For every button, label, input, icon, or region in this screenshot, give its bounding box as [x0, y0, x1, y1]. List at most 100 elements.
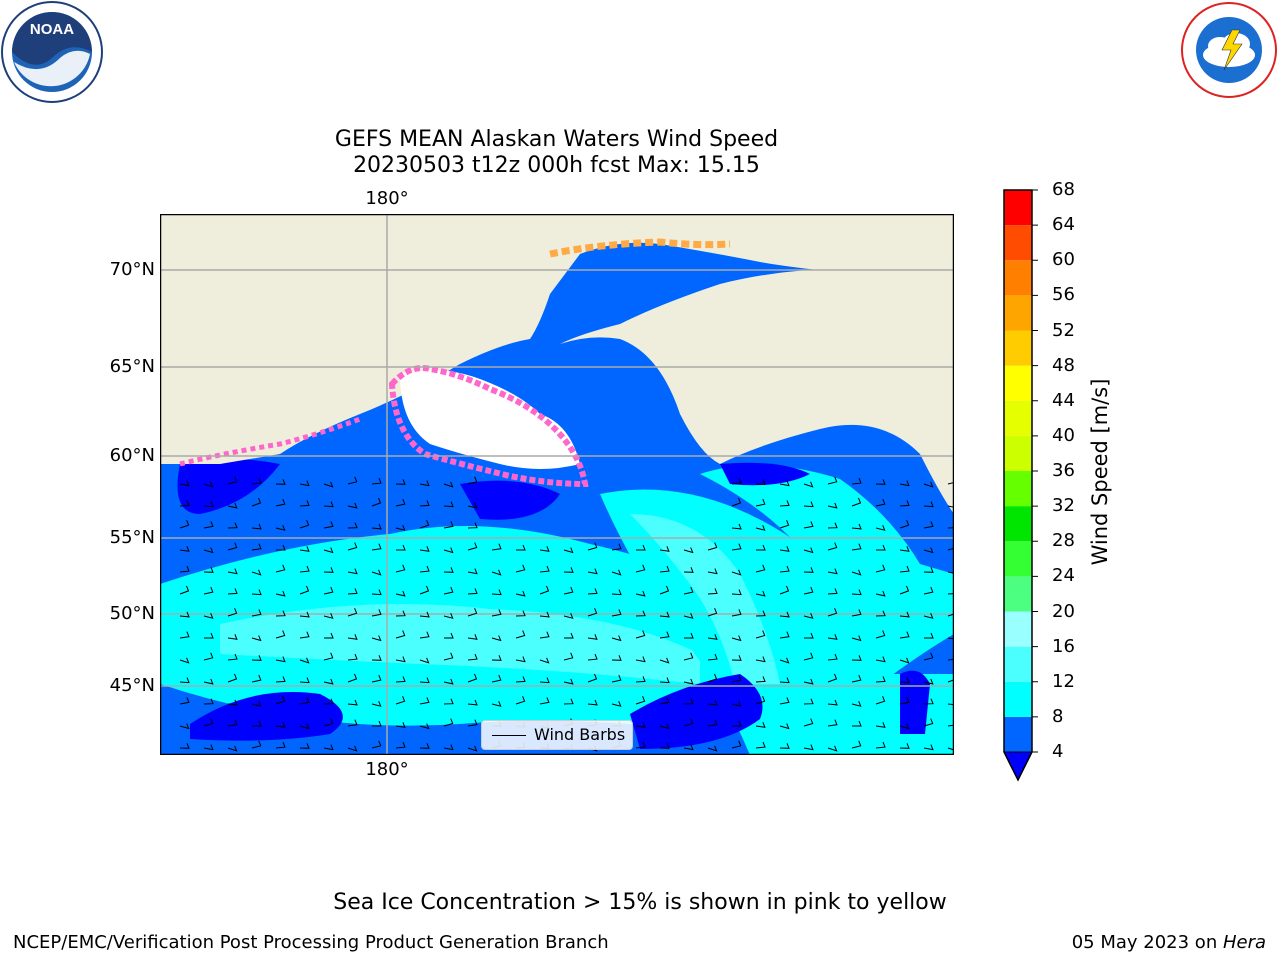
wind-barb [755, 564, 766, 573]
wind-barb [827, 699, 838, 706]
wind-barb [371, 655, 382, 661]
wind-barb [395, 630, 406, 639]
wind-barb [803, 613, 814, 619]
wind-barb [371, 609, 382, 617]
wind-barb [179, 657, 190, 664]
wind-barb [827, 634, 838, 640]
land-siberia [160, 214, 954, 464]
wind-barb [851, 740, 862, 749]
wind-barb [515, 590, 526, 597]
wind-barb [275, 590, 286, 597]
wind-barb [875, 630, 886, 639]
wind-barb [179, 631, 190, 639]
wind-barb [659, 546, 670, 552]
sea-ice-edge [388, 365, 589, 488]
wind-barb [636, 544, 646, 551]
wind-barb [227, 522, 238, 529]
wind-barb [491, 543, 502, 551]
colorbar-tick-label: 24 [1052, 565, 1075, 587]
wind-barb [899, 500, 910, 507]
colorbar-ticks: 4 8 12 16 20 24 28 32 36 40 44 48 52 56 60 64 68 [1052, 178, 1112, 778]
wind-barb [179, 546, 190, 552]
wind-barb [779, 546, 790, 552]
wind-barb [371, 543, 382, 551]
wind-barb [803, 698, 814, 705]
wind-barb [419, 743, 430, 749]
wind-barb [299, 631, 310, 639]
wind-barb [443, 698, 454, 705]
wind-barb [203, 744, 214, 751]
wind-barb [659, 697, 670, 705]
wind-barb [491, 701, 502, 707]
wind-barb [683, 652, 694, 661]
wind-barb [851, 609, 862, 617]
wind-barb [443, 718, 454, 727]
wind-barb [347, 634, 358, 640]
wind-barb [731, 701, 742, 707]
wind-barb [251, 477, 262, 485]
wind-barb [899, 631, 910, 639]
wind-barb [179, 677, 190, 684]
wind-barb [539, 677, 550, 684]
wind-barb [227, 719, 238, 727]
wind-barb [227, 608, 238, 617]
wind-barb [395, 564, 406, 573]
map-border [159, 213, 955, 756]
wind-barb [707, 719, 718, 727]
wind-barb [347, 699, 358, 706]
wind-barb [779, 677, 790, 684]
wind-barb [827, 608, 838, 617]
wind-barb [299, 480, 310, 487]
wind-barb [203, 718, 214, 727]
wind-barb [875, 722, 886, 728]
wind-barb [203, 521, 214, 529]
wind-barb [299, 565, 310, 573]
colorbar-segment [1004, 190, 1032, 226]
wind-barb [635, 630, 646, 639]
wind-barb [755, 676, 766, 683]
wind-barb [611, 701, 622, 707]
wind-barb [803, 678, 814, 685]
wind-barb [851, 589, 862, 596]
wind-barb [731, 740, 742, 749]
wind-barb [419, 500, 430, 507]
wind-barb [323, 744, 334, 751]
wind-barb [515, 696, 526, 705]
wind-barb [491, 589, 502, 596]
wind-barb [539, 657, 550, 664]
wind-barb [659, 565, 670, 573]
lat-label-45: 45°N [109, 675, 155, 696]
wind-barb [756, 544, 766, 551]
wind-barb [227, 673, 238, 683]
wind-barb [851, 477, 862, 485]
colorbar-segment [1004, 681, 1032, 717]
wind-barb [827, 568, 838, 575]
wind-barb [275, 498, 286, 507]
wind-barb [755, 498, 766, 507]
wind-barb [635, 696, 646, 705]
wind-barb [755, 741, 766, 749]
wind-barb [443, 547, 454, 554]
wind-barb [467, 568, 478, 575]
wind-barb [203, 678, 214, 685]
wind-barb [923, 652, 934, 661]
strong-band-4 [460, 480, 560, 520]
wind-barb [683, 547, 694, 554]
wind-barb [395, 696, 406, 705]
wind-barb [443, 521, 454, 529]
wind-barb [659, 677, 670, 684]
wind-barb [467, 699, 478, 706]
wind-barb [396, 544, 406, 551]
wind-barb [419, 677, 430, 684]
wind-barb [299, 500, 310, 507]
strong-band-5 [720, 462, 810, 486]
wind-barb [515, 564, 526, 573]
wind-barb [227, 542, 238, 551]
wind-barb [827, 719, 838, 727]
wind-barb [491, 569, 502, 576]
wind-barb [923, 521, 934, 529]
wind-barb [347, 522, 358, 529]
wind-barb [395, 676, 406, 683]
wind-barb [683, 698, 694, 705]
wind-barb [587, 542, 598, 551]
